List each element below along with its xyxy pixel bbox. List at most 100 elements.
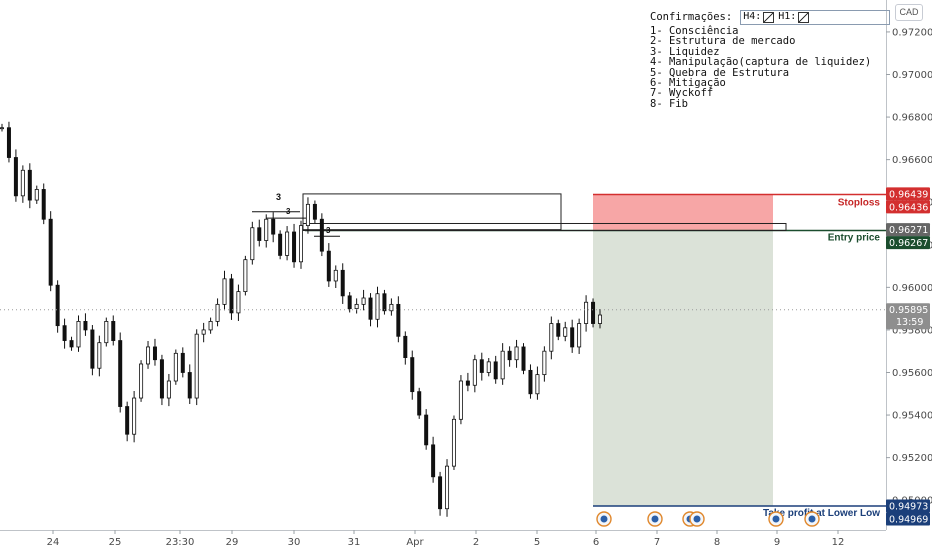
- price-label-take_profit: [886, 512, 930, 526]
- price-label-text: 0.95895: [889, 305, 928, 316]
- candle-body: [500, 350, 505, 380]
- checklist-item: 6- Mitigação: [650, 77, 726, 90]
- candle-body: [180, 352, 185, 373]
- checklist-item: 7- Wyckoff: [650, 87, 714, 100]
- x-tick-label: 24: [47, 537, 60, 548]
- price-label-take_profit: [886, 499, 930, 513]
- candle-body: [305, 203, 310, 227]
- candle-body: [229, 278, 234, 314]
- candle-body: [577, 323, 582, 348]
- currency-badge[interactable]: CAD: [895, 4, 923, 21]
- y-tick-label: 0.95800: [892, 325, 932, 336]
- candle-body: [104, 321, 109, 344]
- candle-body: [361, 297, 366, 305]
- x-tick-label: 6: [593, 537, 599, 548]
- candle-body: [215, 303, 220, 322]
- candle-body: [431, 444, 436, 478]
- price-label-stoploss: [886, 187, 930, 201]
- candle-body: [159, 359, 164, 399]
- price-label-text: 0.96436: [889, 202, 928, 213]
- x-tick-label: 7: [654, 537, 660, 548]
- candle-body: [13, 157, 18, 197]
- flag-icon: [693, 515, 701, 523]
- flag-icon: [772, 515, 780, 523]
- y-tick-label: 0.97000: [892, 70, 932, 81]
- take-profit-label: Take profit at Lower Low: [763, 508, 880, 519]
- price-label-text: 0.96267: [889, 238, 928, 249]
- candle-body: [48, 218, 53, 286]
- candle-body: [125, 406, 130, 435]
- candle-body: [598, 314, 603, 324]
- candle-body: [354, 303, 359, 310]
- trendline-icon: [763, 11, 775, 23]
- entry-label: Entry price: [828, 233, 881, 244]
- x-tick-label: 31: [348, 537, 361, 548]
- candle-body: [479, 359, 484, 373]
- candle-body: [340, 269, 345, 297]
- x-tick-label: 2: [473, 537, 479, 548]
- x-tick-label: 8: [714, 537, 720, 548]
- x-tick-label: 29: [226, 537, 239, 548]
- candle-body: [521, 346, 526, 371]
- candle-body: [208, 321, 213, 331]
- candle-body: [312, 203, 317, 220]
- trendline-icon: [798, 11, 810, 23]
- candle-body: [194, 333, 199, 399]
- candle-body: [69, 340, 74, 348]
- candle-body: [83, 321, 88, 331]
- price-label-text: 0.96439: [889, 189, 928, 200]
- x-tick-label: 5: [534, 537, 540, 548]
- supply-zone-box: [302, 193, 562, 231]
- y-tick-label: 0.96800: [892, 113, 932, 124]
- y-tick-label: 0.95600: [892, 368, 932, 379]
- structure-label: 3: [326, 226, 331, 235]
- candle-body: [556, 323, 561, 337]
- candle-body: [97, 342, 102, 369]
- candle-body: [27, 169, 32, 201]
- candle-body: [250, 227, 255, 261]
- candle-body: [76, 321, 81, 348]
- checklist-item: 4- Manipulação(captura de liquidez): [650, 56, 872, 69]
- candle-body: [166, 380, 171, 399]
- candle-body: [298, 225, 303, 263]
- candle-body: [20, 169, 25, 197]
- candle-body: [243, 259, 248, 293]
- flag-icon: [651, 515, 659, 523]
- candle-body: [201, 329, 206, 335]
- candle-body: [41, 189, 46, 220]
- candle-body: [591, 301, 596, 324]
- candle-body: [570, 327, 575, 348]
- timeframe-box: H4: H1:: [740, 9, 890, 25]
- price-label-entry: [886, 236, 930, 250]
- candle-body: [486, 361, 491, 373]
- candle-body: [396, 303, 401, 337]
- candle-body: [584, 301, 589, 324]
- candle-body: [507, 350, 512, 361]
- x-tick-label: 12: [832, 537, 845, 548]
- stoploss-label: Stoploss: [838, 198, 881, 209]
- price-label-current: [886, 303, 930, 330]
- candle-body: [368, 297, 373, 320]
- candle-body: [445, 465, 450, 510]
- x-tick-label: 25: [109, 537, 122, 548]
- candle-body: [271, 218, 276, 235]
- candle-body: [458, 380, 463, 420]
- structure-label: 3: [286, 207, 291, 216]
- x-tick-label: 30: [288, 537, 301, 548]
- candle-body: [118, 340, 123, 407]
- candle-body: [152, 346, 157, 361]
- y-tick-label: 0.96000: [892, 283, 932, 294]
- candle-body: [410, 357, 415, 393]
- candle-body: [535, 374, 540, 395]
- checklist-item: 3- Liquidez: [650, 45, 720, 58]
- candle-body: [563, 327, 568, 337]
- candle-body: [375, 293, 380, 320]
- confirmations-label: Confirmações:: [650, 10, 733, 23]
- candle-body: [55, 284, 60, 327]
- target-zone: [593, 230, 773, 506]
- candle-body: [6, 127, 11, 158]
- stoploss-zone: [593, 194, 773, 231]
- candle-body: [451, 418, 456, 467]
- x-tick-label: Apr: [406, 537, 424, 548]
